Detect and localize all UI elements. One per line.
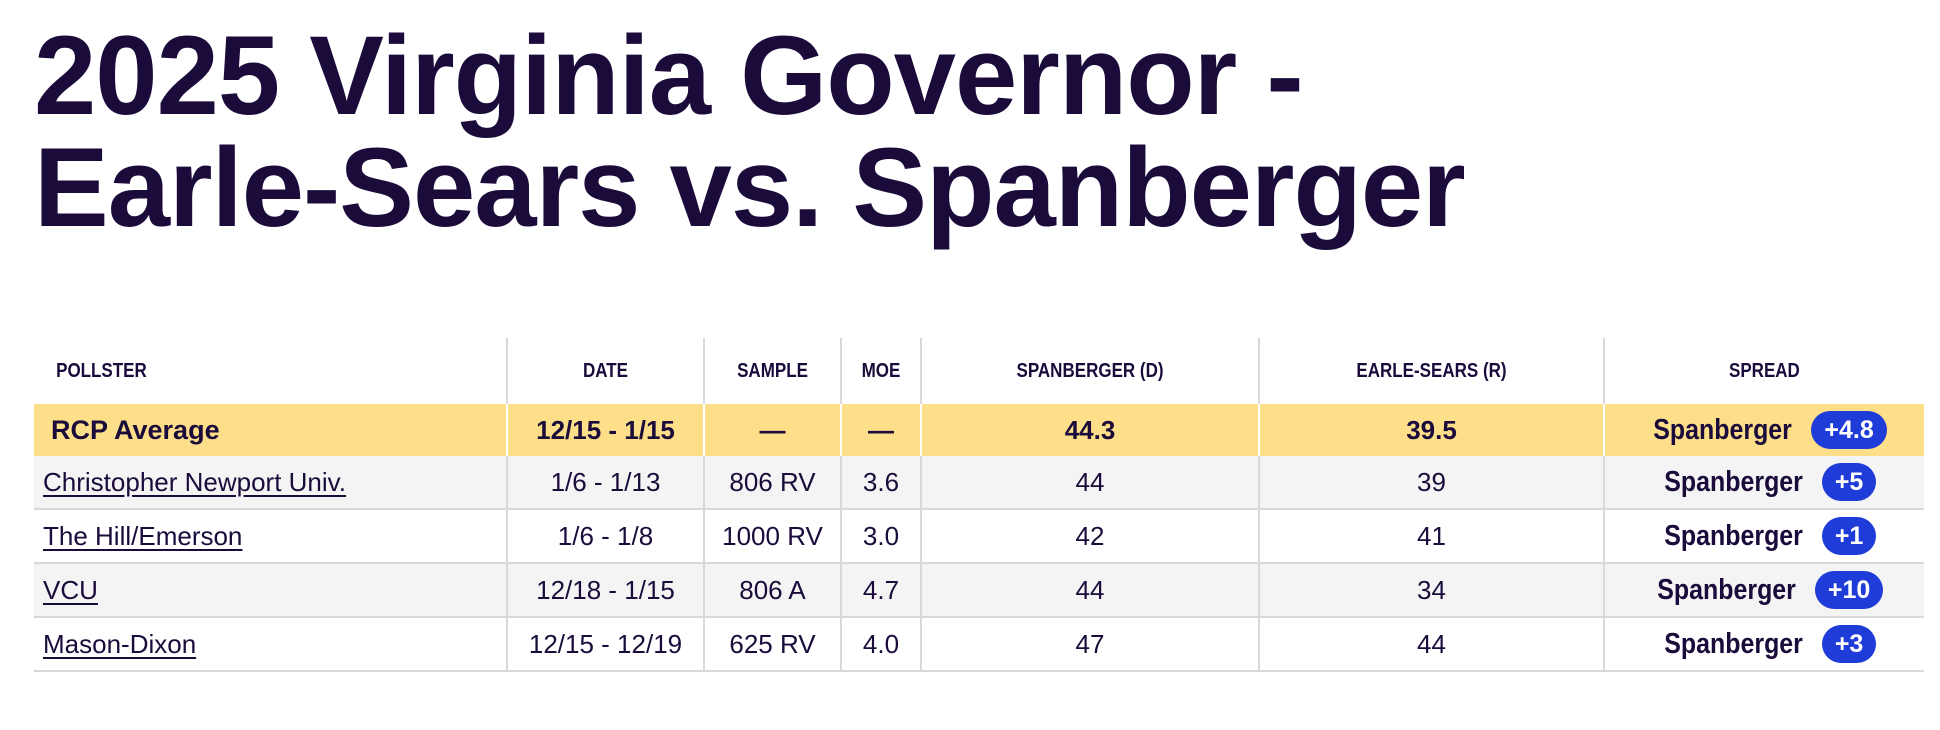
spread-leader-name: Spanberger <box>1663 465 1803 498</box>
pollster-cell: VCU <box>34 563 507 618</box>
moe-cell: 4.0 <box>840 617 921 672</box>
moe-cell: 4.7 <box>840 563 921 618</box>
pollster-cell: The Hill/Emerson <box>34 509 507 564</box>
table-header-row: POLLSTER DATE SAMPLE MOE SPANBERGER (D) … <box>34 338 1924 404</box>
spread-indicator: Spanberger +5 <box>1653 463 1877 501</box>
spanberger-cell: 47 <box>920 617 1259 672</box>
average-spread-cell: Spanberger +4.8 <box>1603 404 1924 456</box>
moe-cell: 3.0 <box>840 509 921 564</box>
earle-sears-cell: 44 <box>1258 617 1604 672</box>
date-cell: 1/6 - 1/8 <box>506 509 704 564</box>
pollster-link[interactable]: Christopher Newport Univ. <box>43 466 346 497</box>
spread-badge: +5 <box>1821 463 1877 501</box>
column-header-earle-sears[interactable]: EARLE-SEARS (R) <box>1284 338 1579 404</box>
spread-leader-name: Spanberger <box>1663 519 1803 552</box>
table-row: Mason-Dixon 12/15 - 12/19 625 RV 4.0 47 … <box>34 617 1924 672</box>
average-moe: — <box>840 404 921 456</box>
spread-leader-name: Spanberger <box>1663 627 1803 660</box>
pollster-cell: Mason-Dixon <box>34 617 507 672</box>
spread-badge: +3 <box>1821 625 1877 663</box>
spread-indicator: Spanberger +3 <box>1653 625 1877 663</box>
table-row: Christopher Newport Univ. 1/6 - 1/13 806… <box>34 456 1924 510</box>
spread-leader-name: Spanberger <box>1656 573 1796 606</box>
spread-badge: +4.8 <box>1811 411 1887 449</box>
spread-cell: Spanberger +5 <box>1603 456 1924 510</box>
column-header-pollster[interactable]: POLLSTER <box>56 359 147 382</box>
average-sample: — <box>703 404 841 456</box>
pollster-link[interactable]: The Hill/Emerson <box>43 520 243 551</box>
spread-cell: Spanberger +3 <box>1603 617 1924 672</box>
spanberger-cell: 42 <box>920 509 1259 564</box>
spanberger-cell: 44 <box>920 456 1259 510</box>
average-pollster-label: RCP Average <box>34 404 507 456</box>
earle-sears-cell: 39 <box>1258 456 1604 510</box>
spread-cell: Spanberger +1 <box>1603 509 1924 564</box>
pollster-link[interactable]: Mason-Dixon <box>43 628 197 659</box>
spanberger-cell: 44 <box>920 563 1259 618</box>
spread-badge: +10 <box>1814 571 1884 609</box>
spread-badge: +1 <box>1821 517 1877 555</box>
table-row: The Hill/Emerson 1/6 - 1/8 1000 RV 3.0 4… <box>34 509 1924 564</box>
sample-cell: 806 RV <box>703 456 841 510</box>
spread-indicator: Spanberger +10 <box>1646 571 1884 609</box>
pollster-link[interactable]: VCU <box>43 574 98 605</box>
spread-cell: Spanberger +10 <box>1603 563 1924 618</box>
sample-cell: 1000 RV <box>703 509 841 564</box>
earle-sears-cell: 41 <box>1258 509 1604 564</box>
date-cell: 1/6 - 1/13 <box>506 456 704 510</box>
earle-sears-cell: 34 <box>1258 563 1604 618</box>
date-cell: 12/18 - 1/15 <box>506 563 704 618</box>
spread-indicator: Spanberger +4.8 <box>1642 411 1887 449</box>
spread-leader-name: Spanberger <box>1653 413 1793 446</box>
column-header-date[interactable]: DATE <box>520 338 690 404</box>
average-earle-sears-value: 39.5 <box>1258 404 1604 456</box>
polls-table: POLLSTER DATE SAMPLE MOE SPANBERGER (D) … <box>34 338 1924 672</box>
page-title-line-2: Earle-Sears vs. Spanberger <box>34 125 1466 250</box>
sample-cell: 806 A <box>703 563 841 618</box>
sample-cell: 625 RV <box>703 617 841 672</box>
column-header-spanberger[interactable]: SPANBERGER (D) <box>945 338 1234 404</box>
column-header-sample[interactable]: SAMPLE <box>713 338 831 404</box>
page-title-line-1: 2025 Virginia Governor - <box>34 13 1304 138</box>
average-spanberger-value: 44.3 <box>920 404 1259 456</box>
pollster-cell: Christopher Newport Univ. <box>34 456 507 510</box>
spread-indicator: Spanberger +1 <box>1653 517 1877 555</box>
column-header-moe[interactable]: MOE <box>846 338 915 404</box>
moe-cell: 3.6 <box>840 456 921 510</box>
column-header-spread[interactable]: SPREAD <box>1627 338 1900 404</box>
table-row: VCU 12/18 - 1/15 806 A 4.7 44 34 Spanber… <box>34 563 1924 618</box>
date-cell: 12/15 - 12/19 <box>506 617 704 672</box>
average-date: 12/15 - 1/15 <box>506 404 704 456</box>
rcp-average-row: RCP Average 12/15 - 1/15 — — 44.3 39.5 S… <box>34 404 1924 456</box>
page-title: 2025 Virginia Governor - Earle-Sears vs.… <box>34 13 1466 250</box>
